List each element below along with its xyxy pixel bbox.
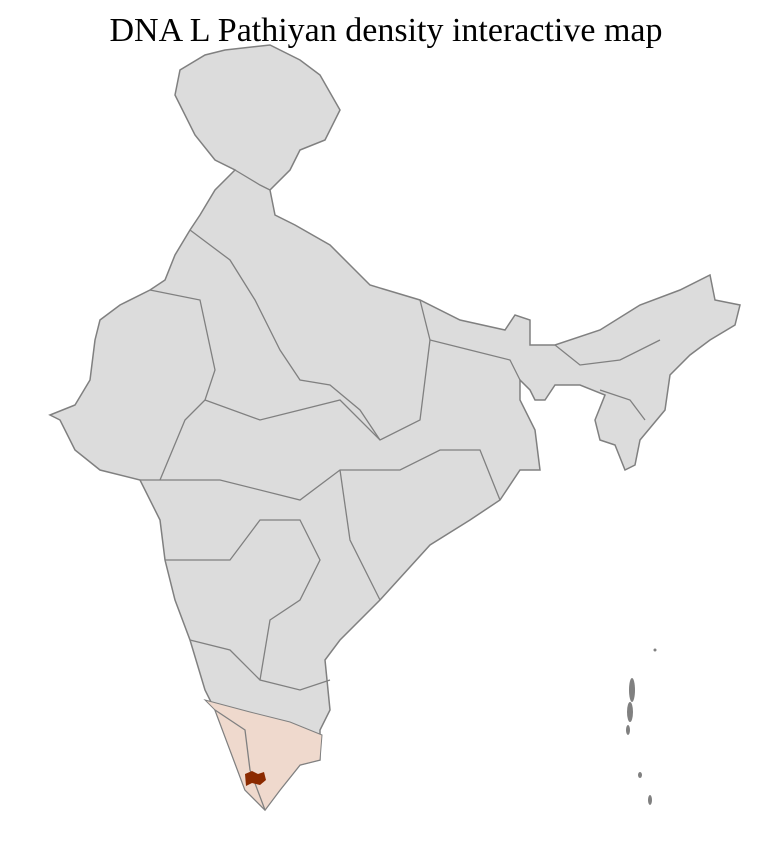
highlighted-region-south[interactable] [203, 699, 323, 811]
andaman-nicobar-islands[interactable] [626, 648, 657, 806]
highlighted-district[interactable] [245, 771, 266, 786]
india-landmass[interactable] [48, 44, 741, 812]
map-title: DNA L Pathiyan density interactive map [109, 12, 663, 49]
state-borders [140, 169, 661, 811]
